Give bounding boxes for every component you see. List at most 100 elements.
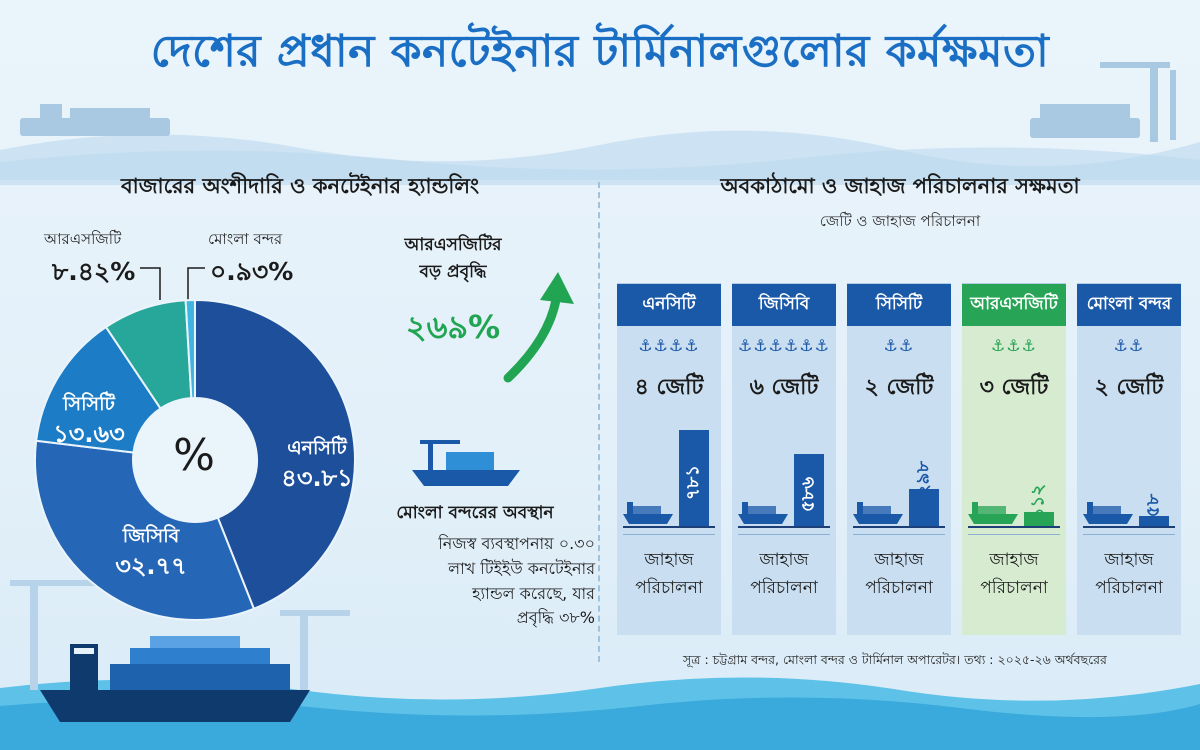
- jetty-crane-icon: ⚓⚓: [883, 336, 915, 355]
- mongla-line: হ্যান্ডল করেছে, যার: [472, 583, 595, 603]
- card-separator: [968, 534, 1060, 535]
- jetty-count-label: ৩ জেটি: [979, 375, 1049, 400]
- slice-nct: [194, 298, 356, 611]
- bottom-water-2: [0, 697, 1200, 750]
- jetty-crane-icon: ⚓⚓⚓: [990, 336, 1038, 355]
- bar-baseline: [853, 526, 945, 528]
- card-separator: [623, 534, 715, 535]
- mongla-line: লাখ টিইইউ কনটেইনার: [448, 558, 595, 578]
- mini-ship-icon: [1083, 502, 1133, 524]
- callout-mongla-label: মোংলা বন্দর: [208, 230, 283, 248]
- slice-label-nct: এনসিটি ৪৩.৮১: [262, 436, 372, 494]
- ship-operation-label: জাহাজ পরিচালনা: [617, 546, 721, 602]
- slice-mongla: [184, 298, 196, 400]
- slice-label-gcb-value: ৩২.৭৭: [115, 551, 187, 580]
- bar-baseline: [623, 526, 715, 528]
- jetty-count-label: ৪ জেটি: [634, 375, 704, 400]
- mini-ship-icon: [853, 502, 903, 524]
- slice-label-cct-value: ১৩.৬৩: [53, 419, 125, 448]
- slice-label-nct-name: এনসিটি: [287, 437, 347, 459]
- donut-hole: [134, 399, 256, 521]
- ship-operation-bar: [679, 430, 709, 526]
- card-separator: [853, 534, 945, 535]
- top-wave-2: [0, 147, 1200, 185]
- cargo-ship-icon: [40, 636, 310, 722]
- mini-ship-icon: [968, 502, 1018, 524]
- mongla-title: মোংলা বন্দরের অবস্থান: [396, 503, 554, 523]
- mongla-line: নিজস্ব ব্যবস্থাপনায় ০.৩০: [438, 534, 595, 553]
- ship-operation-label-line2: পরিচালনা: [865, 578, 933, 599]
- donut-center-symbol: %: [173, 430, 215, 481]
- ship-operation-label: জাহাজ পরিচালনা: [732, 546, 836, 602]
- slice-label-gcb-name: জিসিবি: [122, 525, 180, 547]
- crane-silhouette-right-icon: [1030, 62, 1176, 142]
- mongla-body: নিজস্ব ব্যবস্থাপনায় ০.৩০ লাখ টিইইউ কনটে…: [355, 532, 595, 631]
- bar-baseline: [1083, 526, 1175, 528]
- mini-ship-icon: [738, 502, 788, 524]
- ship-operation-label-line2: পরিচালনা: [750, 578, 818, 599]
- terminal-card-header: সিসিটি: [847, 284, 951, 326]
- callout-mongla-value: ০.৯৩%: [210, 257, 294, 286]
- terminal-card: এনসিটি ⚓⚓⚓⚓ ৪ জেটি ৭৮১ জাহাজ পরিচালনা: [617, 283, 721, 635]
- growth-label-line1: আরএসজিটির: [404, 235, 502, 255]
- capacity-heading: অবকাঠামো ও জাহাজ পরিচালনার সক্ষমতা: [720, 174, 1080, 198]
- bar-baseline: [738, 526, 830, 528]
- slice-label-nct-value: ৪৩.৮১: [281, 463, 353, 492]
- jetty-count-label: ৬ জেটি: [749, 375, 819, 400]
- bar-value-label: ৫৮৬: [797, 476, 819, 513]
- ship-operation-label-line2: পরিচালনা: [980, 578, 1048, 599]
- bar-value-label: ১১২: [1027, 484, 1049, 520]
- terminal-card-header: মোংলা বন্দর: [1077, 284, 1181, 326]
- ship-operation-label-line1: জাহাজ: [644, 550, 694, 570]
- terminal-card: জিসিবি ⚓⚓⚓⚓⚓⚓ ৬ জেটি ৫৮৬ জাহাজ পরিচালনা: [732, 283, 836, 635]
- terminal-card: মোংলা বন্দর ⚓⚓ ২ জেটি ৫৮ জাহাজ পরিচালনা: [1077, 283, 1181, 635]
- market-share-heading: বাজারের অংশীদারি ও কনটেইনার হ্যান্ডলিং: [120, 174, 480, 198]
- crane-silhouette-bottom-icon: [10, 580, 350, 690]
- slice-label-cct-name: সিসিটি: [63, 393, 115, 415]
- terminal-card-header: আরএসজিটি: [962, 284, 1066, 326]
- jetty-crane-icon: ⚓⚓: [1113, 336, 1145, 355]
- ship-operation-label: জাহাজ পরিচালনা: [1077, 546, 1181, 602]
- bar-value-label: ৭৮১: [682, 464, 704, 501]
- ship-operation-bar: [1139, 516, 1169, 526]
- slice-label-gcb: জিসিবি ৩২.৭৭: [96, 524, 206, 582]
- growth-label: আরএসজিটির বড় প্রবৃদ্ধি: [378, 232, 528, 286]
- ship-operation-label-line2: পরিচালনা: [635, 578, 703, 599]
- slice-gcb: [34, 439, 256, 621]
- growth-arrow-icon: [503, 272, 574, 383]
- ship-operation-label-line1: জাহাজ: [759, 550, 809, 570]
- terminal-card: সিসিটি ⚓⚓ ২ জেটি ২৯৮ জাহাজ পরিচালনা: [847, 283, 951, 635]
- slice-label-cct: সিসিটি ১৩.৬৩: [34, 392, 144, 450]
- ship-operation-bar: [909, 489, 939, 526]
- ship-operation-label: জাহাজ পরিচালনা: [962, 546, 1066, 602]
- terminal-card: আরএসজিটি ⚓⚓⚓ ৩ জেটি ১১২ জাহাজ পরিচালনা: [962, 283, 1066, 635]
- bar-baseline: [968, 526, 1060, 528]
- capacity-subheading: জেটি ও জাহাজ পরিচালনা: [819, 212, 981, 230]
- bar-value-label: ২৯৮: [912, 461, 934, 497]
- callout-lines: [140, 267, 205, 300]
- ship-operation-bar: [794, 453, 824, 526]
- ship-operation-label-line1: জাহাজ: [1104, 550, 1154, 570]
- mongla-ship-icon: [412, 440, 520, 486]
- terminal-card-header: জিসিবি: [732, 284, 836, 326]
- callout-rsgt-value: ৮.৪২%: [52, 257, 136, 286]
- mongla-line: প্রবৃদ্ধি ৩৮%: [516, 608, 595, 628]
- source-note: সূত্র : চট্টগ্রাম বন্দর, মোংলা বন্দর ও ট…: [683, 652, 1107, 667]
- growth-label-line2: বড় প্রবৃদ্ধি: [419, 262, 487, 283]
- card-separator: [738, 534, 830, 535]
- card-separator: [1083, 534, 1175, 535]
- section-divider: [598, 182, 600, 662]
- mini-ship-icon: [623, 502, 673, 524]
- ship-operation-label-line2: পরিচালনা: [1095, 578, 1163, 599]
- page-title: দেশের প্রধান কনটেইনার টার্মিনালগুলোর কর্…: [150, 26, 1050, 77]
- jetty-crane-icon: ⚓⚓⚓⚓: [638, 336, 700, 355]
- callout-rsgt-label: আরএসজিটি: [44, 230, 122, 248]
- jetty-crane-icon: ⚓⚓⚓⚓⚓⚓: [737, 336, 831, 355]
- jetty-count-label: ২ জেটি: [864, 375, 934, 400]
- bar-value-label: ৫৮: [1142, 493, 1164, 518]
- ship-operation-label-line1: জাহাজ: [989, 550, 1039, 570]
- ship-silhouette-left-icon: [20, 104, 170, 136]
- growth-value: ২৬৯%: [405, 308, 501, 346]
